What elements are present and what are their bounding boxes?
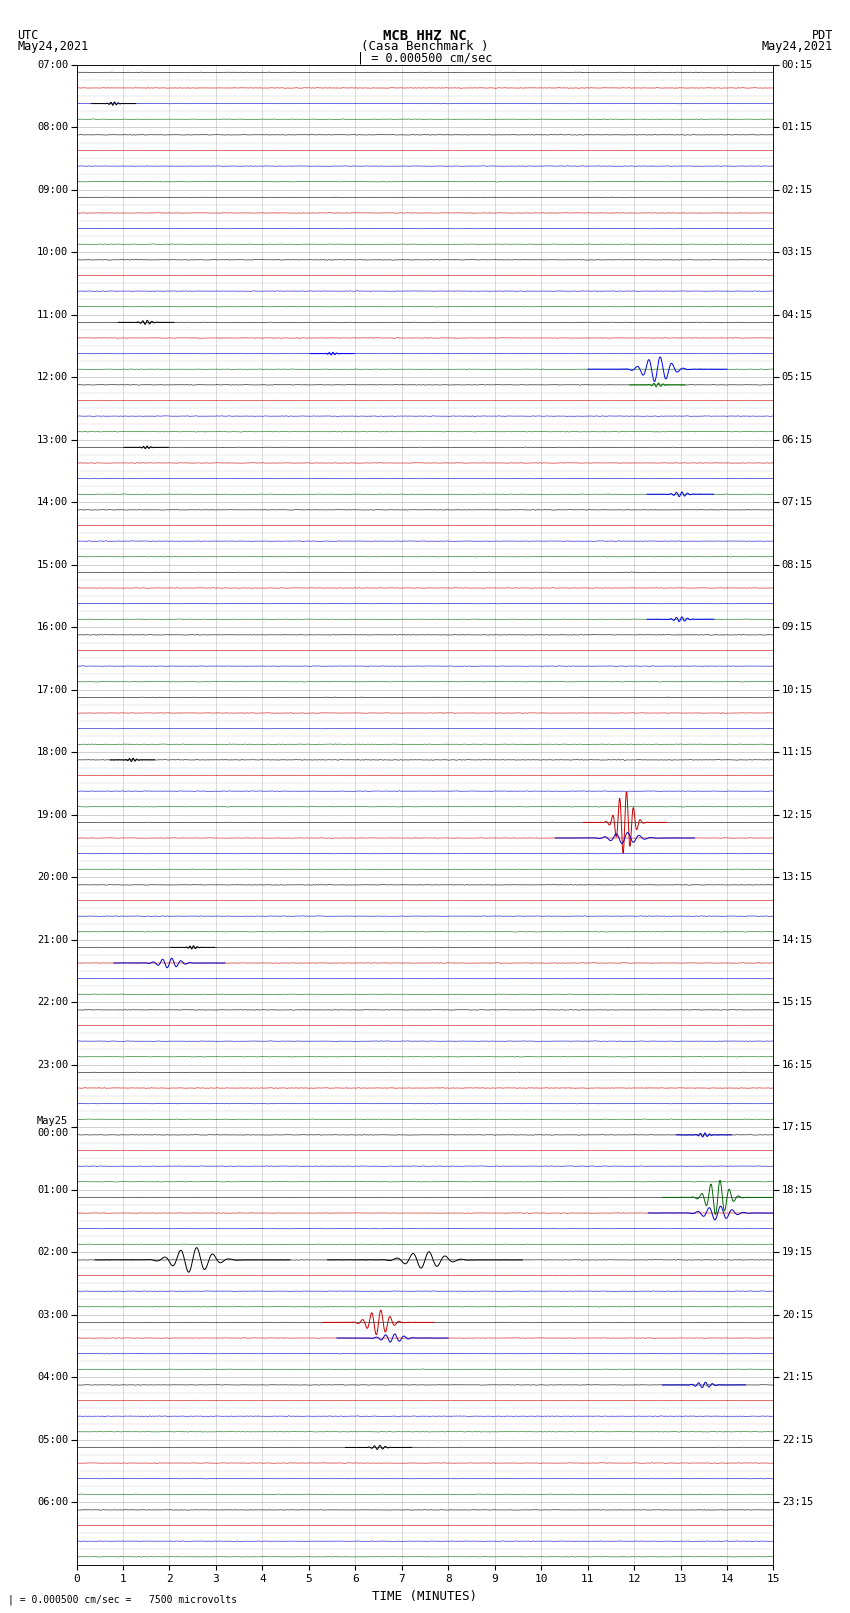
Text: May24,2021: May24,2021 [762, 40, 833, 53]
X-axis label: TIME (MINUTES): TIME (MINUTES) [372, 1590, 478, 1603]
Text: (Casa Benchmark ): (Casa Benchmark ) [361, 40, 489, 53]
Text: PDT: PDT [812, 29, 833, 42]
Text: May24,2021: May24,2021 [17, 40, 88, 53]
Text: | = 0.000500 cm/sec =   7500 microvolts: | = 0.000500 cm/sec = 7500 microvolts [8, 1594, 238, 1605]
Text: | = 0.000500 cm/sec: | = 0.000500 cm/sec [357, 52, 493, 65]
Text: UTC: UTC [17, 29, 38, 42]
Text: MCB HHZ NC: MCB HHZ NC [383, 29, 467, 44]
